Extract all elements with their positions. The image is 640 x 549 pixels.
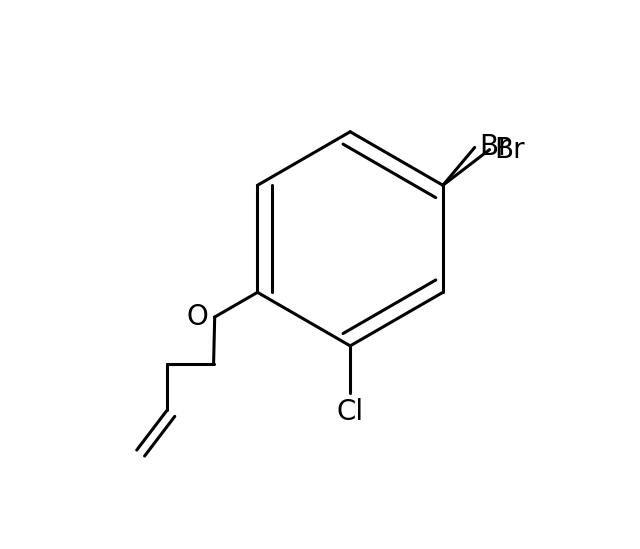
Text: Br: Br <box>494 136 525 164</box>
Text: O: O <box>186 303 208 331</box>
Text: Cl: Cl <box>337 398 364 426</box>
Text: Br: Br <box>479 133 509 161</box>
